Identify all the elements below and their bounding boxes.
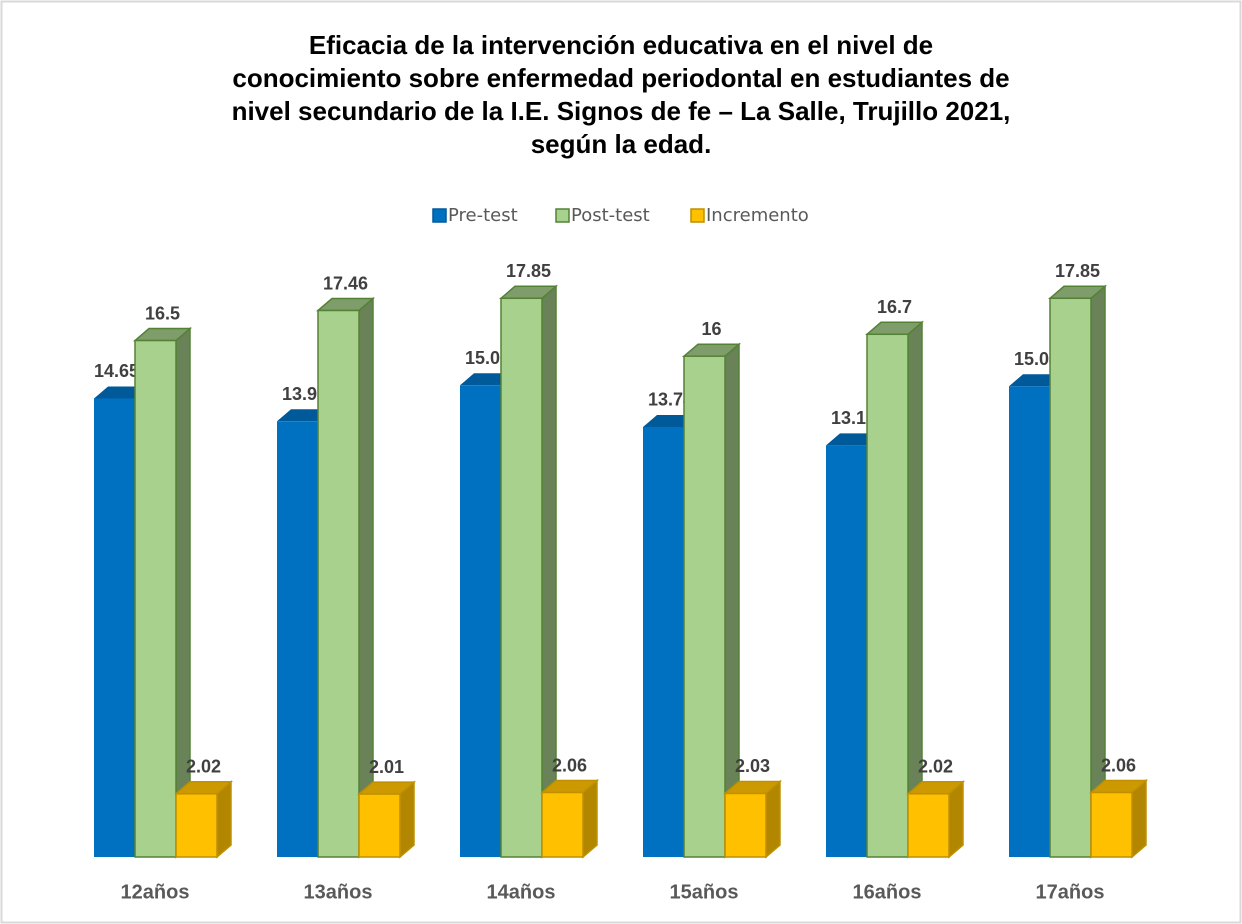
bar-front (1090, 791, 1133, 858)
bar-front (460, 385, 501, 857)
bar (1047, 284, 1108, 859)
bar-front (724, 792, 767, 858)
data-label: 2.03 (735, 756, 770, 776)
chart-title: conocimiento sobre enfermedad periodonta… (232, 63, 1009, 93)
bar-front (358, 793, 401, 858)
bar (722, 779, 783, 859)
bar-front (826, 445, 867, 857)
data-label: 13.74 (648, 390, 693, 410)
data-label: 2.06 (1101, 755, 1136, 775)
x-tick-label: 16años (853, 881, 922, 903)
chart-title: nivel secundario de la I.E. Signos de fe… (232, 96, 1011, 126)
x-tick-label: 12años (121, 881, 190, 903)
bar-front (94, 398, 135, 857)
bar-side (1131, 778, 1147, 859)
bar-side (216, 780, 232, 859)
data-label: 15.07 (465, 348, 510, 368)
bar-front (643, 426, 684, 857)
data-label: 16 (701, 319, 721, 339)
x-tick-label: 13años (304, 881, 373, 903)
bar-side (907, 320, 923, 859)
data-label: 2.02 (918, 757, 953, 777)
data-label: 17.85 (1055, 261, 1100, 281)
bar (864, 320, 925, 859)
bar (539, 778, 600, 859)
bar-side (724, 342, 740, 859)
bar-side (765, 779, 781, 859)
bar (681, 342, 742, 859)
legend-swatch (432, 208, 447, 223)
bar (356, 780, 417, 859)
chart-title: Eficacia de la intervención educativa en… (309, 30, 933, 60)
x-tick-label: 15años (670, 881, 739, 903)
bar (132, 326, 193, 859)
bar-front (277, 421, 318, 857)
bar-front (1009, 386, 1050, 857)
bar (315, 296, 376, 859)
bar (498, 284, 559, 859)
data-label: 17.85 (506, 261, 551, 281)
bar (905, 780, 966, 859)
data-label: 2.01 (369, 757, 404, 777)
data-label: 16.7 (877, 297, 912, 317)
bar-front (683, 355, 726, 858)
bar-side (582, 778, 598, 859)
data-label: 13.15 (831, 408, 876, 428)
bar-front (500, 297, 543, 858)
chart-title: según la edad. (531, 129, 712, 159)
legend-label: Post-test (571, 205, 650, 226)
bar-front (866, 333, 909, 858)
bar-front (175, 793, 218, 858)
data-label: 2.02 (186, 757, 221, 777)
bar (173, 780, 234, 859)
legend-label: Pre-test (448, 205, 518, 226)
legend-swatch (690, 208, 705, 223)
bar-side (948, 780, 964, 859)
x-tick-label: 14años (487, 881, 556, 903)
data-label: 16.5 (145, 303, 180, 323)
bar-front (317, 309, 360, 858)
bar-front (907, 793, 950, 858)
bar-side (175, 326, 191, 859)
bar-front (134, 339, 177, 858)
data-label: 2.06 (552, 755, 587, 775)
data-label: 13.92 (282, 384, 327, 404)
legend-swatch (555, 208, 570, 223)
bar (1088, 778, 1149, 859)
data-label: 15.04 (1014, 349, 1059, 369)
legend-label: Incremento (706, 205, 809, 226)
x-tick-label: 17años (1036, 881, 1105, 903)
data-label: 17.46 (323, 273, 368, 293)
bar-front (541, 791, 584, 858)
bar-side (399, 780, 415, 859)
bar-front (1049, 297, 1092, 858)
